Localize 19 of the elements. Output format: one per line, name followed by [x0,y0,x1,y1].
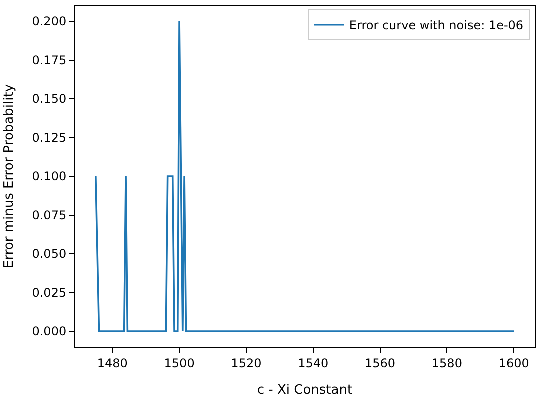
y-tick-label: 0.175 [32,53,67,68]
y-tick-label: 0.200 [32,14,67,29]
y-axis-title: Error minus Error Probability [2,84,18,269]
y-tick-label: 0.125 [32,130,67,145]
x-tick-label: 1500 [164,356,195,370]
y-tick-label: 0.075 [32,208,67,222]
x-tick-label: 1600 [498,356,530,370]
y-tick-label: 0.100 [32,170,67,184]
y-tick-label: 0.025 [32,286,67,300]
y-tick-label: 0.150 [32,92,67,106]
y-tick-label: 0.050 [32,247,67,262]
x-tick-label: 1540 [298,356,329,370]
legend-label: Error curve with noise: 1e-06 [349,18,524,33]
y-tick-label: 0.000 [32,324,67,339]
x-tick-label: 1580 [432,356,462,370]
x-tick-label: 1520 [231,356,262,370]
x-axis-title: c - Xi Constant [257,383,353,398]
x-tick-label: 1560 [364,356,396,370]
x-tick-label: 1480 [97,356,128,370]
